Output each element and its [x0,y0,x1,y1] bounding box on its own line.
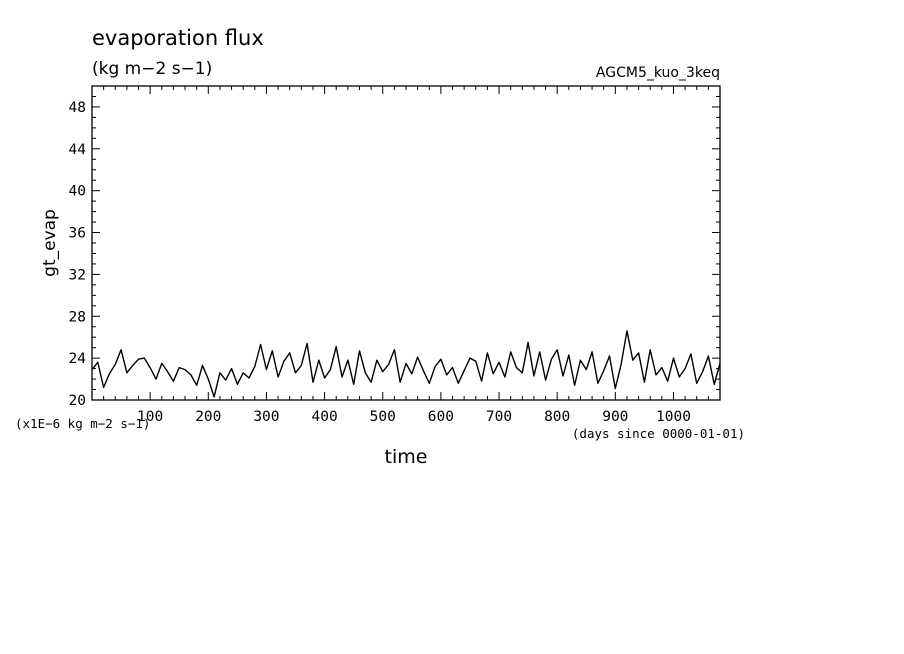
x-axis-label: time [385,446,428,468]
x-tick-label: 500 [370,409,396,425]
y-axis-tick-labels: 20 24 28 32 36 40 44 48 [69,100,87,409]
series-line-gt-evap [91,330,721,398]
plot-frame [91,85,721,401]
experiment-label: AGCM5_kuo_3keq [596,65,720,81]
x-tick-label: 100 [137,409,163,425]
y-unit-note: (x1E−6 kg m−2 s−1) [15,416,150,431]
y-tick-label: 48 [69,100,86,116]
x-tick-label: 200 [195,409,221,425]
y-tick-label: 32 [69,267,86,283]
chart-subtitle: (kg m−2 s−1) [92,59,212,79]
y-tick-label: 36 [69,226,86,242]
y-tick-label: 20 [69,393,86,409]
x-tick-label: 900 [602,409,628,425]
y-tick-label: 44 [69,142,87,158]
x-tick-label: 700 [486,409,512,425]
x-axis-tick-labels: 100 200 300 400 500 600 700 800 900 1000 [137,409,691,425]
chart-title: evaporation flux [92,26,264,50]
y-tick-label: 40 [69,184,86,200]
y-tick-label: 28 [69,309,86,325]
x-tick-label: 600 [428,409,454,425]
x-tick-label: 300 [253,409,279,425]
x-unit-note: (days since 0000-01-01) [572,426,745,441]
x-tick-label: 800 [544,409,570,425]
y-tick-label: 24 [69,351,87,367]
y-axis-label: gt_evap [40,209,60,277]
y-axis-ticks [92,95,720,391]
x-axis-ticks [103,86,709,400]
x-tick-label: 1000 [656,409,691,425]
x-tick-label: 400 [311,409,337,425]
